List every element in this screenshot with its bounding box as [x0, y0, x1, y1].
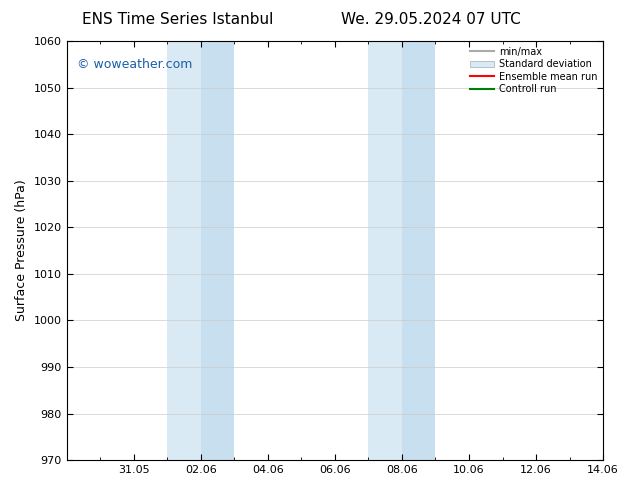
Bar	[402, 41, 436, 460]
Text: ENS Time Series Istanbul: ENS Time Series Istanbul	[82, 12, 273, 27]
Y-axis label: Surface Pressure (hPa): Surface Pressure (hPa)	[15, 180, 28, 321]
Text: We. 29.05.2024 07 UTC: We. 29.05.2024 07 UTC	[341, 12, 521, 27]
Legend: min/max, Standard deviation, Ensemble mean run, Controll run: min/max, Standard deviation, Ensemble me…	[466, 43, 601, 98]
Bar	[368, 41, 402, 460]
Text: © woweather.com: © woweather.com	[77, 58, 193, 71]
Bar	[201, 41, 234, 460]
Bar	[167, 41, 201, 460]
